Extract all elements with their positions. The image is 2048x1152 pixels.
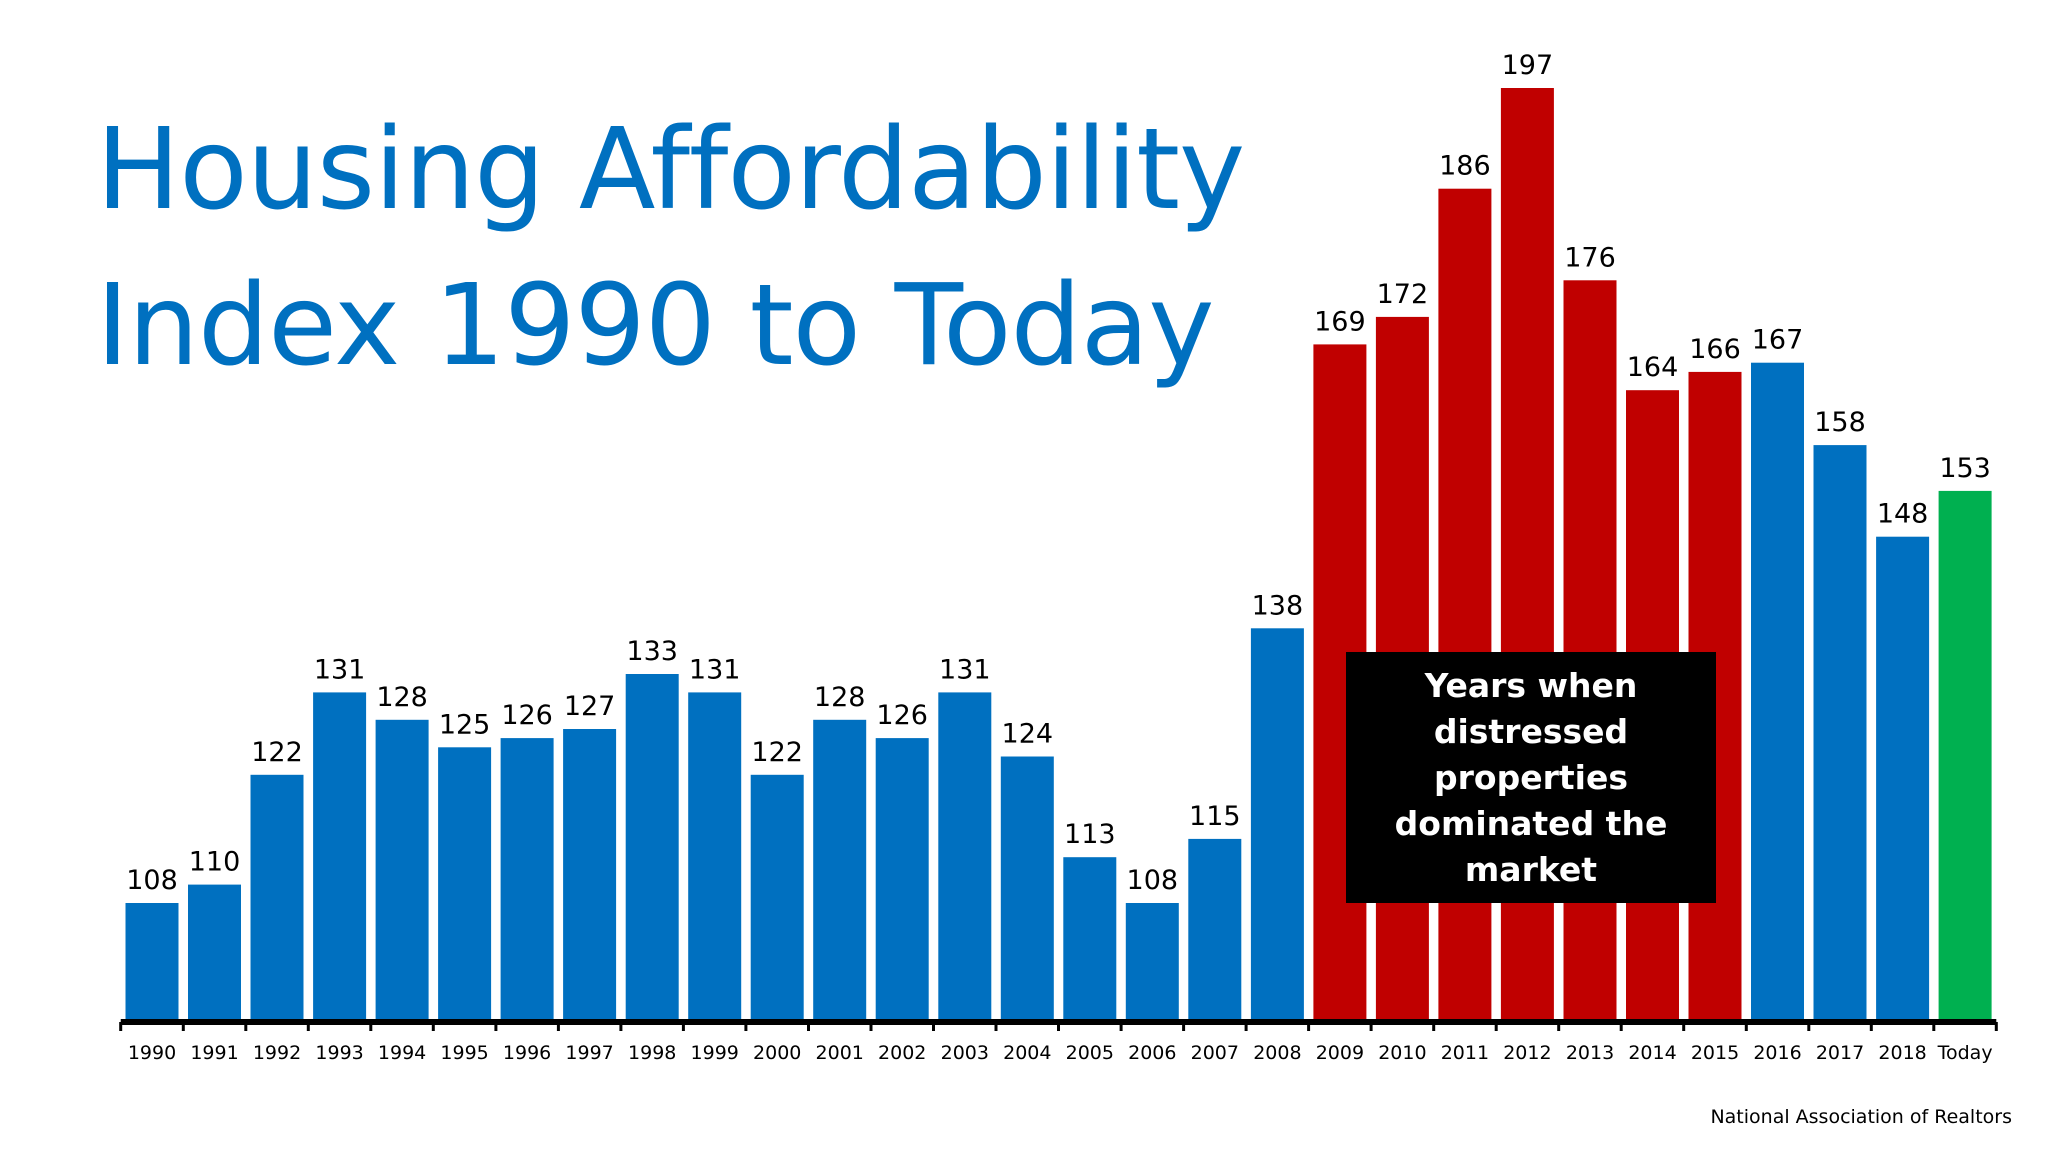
chart-title-line-1: Housing Affordability	[96, 105, 1245, 235]
bar-2006	[1125, 903, 1179, 1022]
x-tick-label-2011: 2011	[1441, 1042, 1489, 1064]
x-tick-label-1995: 1995	[440, 1042, 488, 1064]
bar-1998	[625, 674, 679, 1022]
bar-value-label-1998: 133	[626, 636, 678, 667]
x-tick-label-2017: 2017	[1816, 1042, 1864, 1064]
bar-value-label-2001: 128	[814, 682, 866, 713]
bar-value-label-2016: 167	[1752, 325, 1804, 356]
x-tick-label-2015: 2015	[1691, 1042, 1739, 1064]
bar-value-label-2012: 197	[1502, 50, 1554, 81]
bar-value-label-1994: 128	[376, 682, 428, 713]
bar-1993	[313, 692, 367, 1022]
bar-value-label-1990: 108	[126, 865, 178, 896]
x-tick-label-2013: 2013	[1566, 1042, 1614, 1064]
bar-2002	[875, 738, 929, 1022]
bar-value-label-2005: 113	[1064, 819, 1116, 850]
x-tick-label-1993: 1993	[315, 1042, 363, 1064]
bar-2004	[1000, 756, 1054, 1022]
source-credit: National Association of Realtors	[1710, 1106, 2012, 1128]
bar-2005	[1063, 857, 1117, 1022]
x-tick-label-2005: 2005	[1066, 1042, 1114, 1064]
bar-1997	[563, 729, 617, 1022]
chart-title: Housing Affordability Index 1990 to Toda…	[96, 92, 1245, 404]
x-tick-label-2018: 2018	[1878, 1042, 1926, 1064]
bar-value-label-2013: 176	[1564, 242, 1616, 273]
bar-2008	[1250, 628, 1304, 1022]
x-tick-label-2003: 2003	[941, 1042, 989, 1064]
bar-1996	[500, 738, 554, 1022]
bar-value-label-2003: 131	[939, 654, 991, 685]
bar-value-label-1993: 131	[314, 654, 366, 685]
bar-value-label-1999: 131	[689, 654, 741, 685]
bar-value-label-2008: 138	[1252, 590, 1304, 621]
x-tick-label-1994: 1994	[378, 1042, 426, 1064]
x-tick-label-2000: 2000	[753, 1042, 801, 1064]
x-tick-label-1997: 1997	[565, 1042, 613, 1064]
bar-1992	[250, 774, 304, 1022]
bar-value-label-1997: 127	[564, 691, 616, 722]
bar-2018	[1876, 536, 1930, 1022]
x-tick-label-1998: 1998	[628, 1042, 676, 1064]
bar-value-label-2002: 126	[876, 700, 928, 731]
bar-value-label-1996: 126	[501, 700, 553, 731]
x-tick-label-2010: 2010	[1378, 1042, 1426, 1064]
bar-value-label-2000: 122	[751, 737, 803, 768]
bar-value-label-2004: 124	[1002, 719, 1054, 750]
x-tick-label-2007: 2007	[1191, 1042, 1239, 1064]
x-tick-label-1992: 1992	[253, 1042, 301, 1064]
bar-1999	[688, 692, 742, 1022]
bar-value-label-2009: 169	[1314, 306, 1366, 337]
bar-2003	[938, 692, 992, 1022]
x-tick-label-2002: 2002	[878, 1042, 926, 1064]
bar-2000	[750, 774, 804, 1022]
bar-value-label-2006: 108	[1127, 865, 1179, 896]
bar-value-label-2007: 115	[1189, 801, 1241, 832]
bar-Today	[1938, 490, 1992, 1022]
distressed-years-annotation: Years when distressed properties dominat…	[1346, 652, 1716, 903]
bar-value-label-1991: 110	[189, 847, 241, 878]
bar-2007	[1188, 838, 1242, 1022]
bar-2016	[1751, 362, 1804, 1022]
x-tick-label-1990: 1990	[128, 1042, 176, 1064]
bar-value-label-1995: 125	[439, 709, 491, 740]
bar-value-label-2011: 186	[1439, 151, 1491, 182]
bar-2001	[813, 719, 867, 1022]
bar-value-label-2014: 164	[1627, 352, 1679, 383]
x-tick-label-1999: 1999	[691, 1042, 739, 1064]
bar-value-label-2017: 158	[1814, 407, 1866, 438]
bar-value-label-2010: 172	[1377, 279, 1429, 310]
x-tick-label-2006: 2006	[1128, 1042, 1176, 1064]
bar-2017	[1813, 445, 1867, 1023]
x-tick-label-2004: 2004	[1003, 1042, 1051, 1064]
x-tick-label-2009: 2009	[1316, 1042, 1364, 1064]
x-tick-label-2008: 2008	[1253, 1042, 1301, 1064]
bar-1995	[438, 747, 492, 1022]
bar-value-label-1992: 122	[251, 737, 303, 768]
bar-value-label-2018: 148	[1877, 499, 1929, 530]
x-tick-label-2001: 2001	[816, 1042, 864, 1064]
x-tick-label-2014: 2014	[1628, 1042, 1676, 1064]
bar-1994	[375, 719, 429, 1022]
x-tick-label-1996: 1996	[503, 1042, 551, 1064]
x-tick-label-2012: 2012	[1503, 1042, 1551, 1064]
x-tick-label-Today: Today	[1937, 1042, 1993, 1064]
x-tick-label-2016: 2016	[1753, 1042, 1801, 1064]
chart-title-line-2: Index 1990 to Today	[96, 261, 1215, 391]
bar-value-label-2015: 166	[1689, 334, 1741, 365]
bar-value-label-Today: 153	[1939, 453, 1991, 484]
bar-1990	[125, 903, 179, 1022]
bar-1991	[188, 884, 241, 1022]
x-tick-label-1991: 1991	[190, 1042, 238, 1064]
